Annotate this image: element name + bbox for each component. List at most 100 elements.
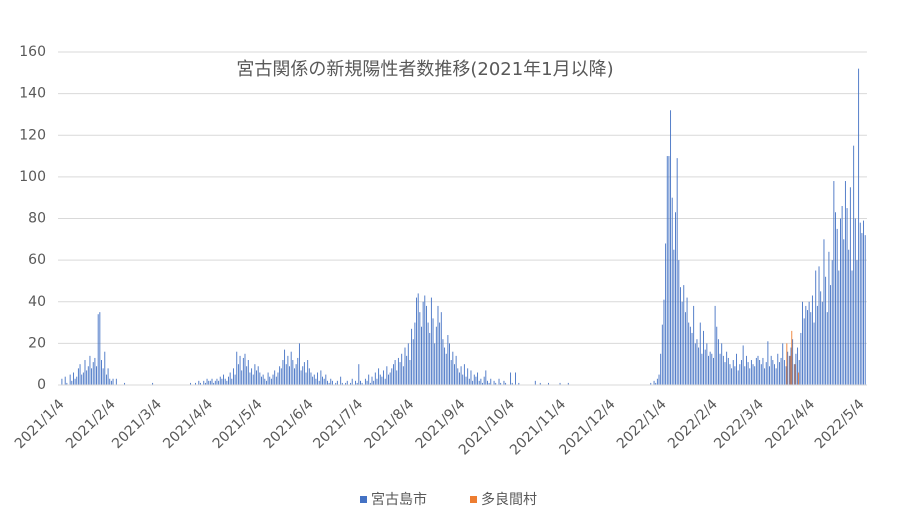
bar bbox=[392, 364, 394, 385]
bar bbox=[468, 378, 470, 385]
bar bbox=[82, 372, 84, 385]
x-tick-label: 2021/4/4 bbox=[160, 396, 216, 452]
bar bbox=[457, 368, 459, 385]
bar bbox=[282, 360, 284, 385]
bar bbox=[789, 355, 791, 385]
bar bbox=[864, 235, 866, 385]
bar bbox=[91, 368, 93, 385]
bar bbox=[239, 355, 241, 385]
bar bbox=[835, 212, 836, 385]
bar bbox=[327, 380, 328, 385]
bar bbox=[417, 293, 419, 385]
bar bbox=[846, 208, 848, 385]
bar bbox=[666, 156, 668, 385]
x-tick-label: 2022/5/4 bbox=[812, 396, 868, 452]
bar bbox=[650, 382, 652, 385]
bar bbox=[681, 301, 683, 385]
bar bbox=[808, 301, 810, 385]
bar bbox=[211, 378, 213, 385]
bar bbox=[261, 376, 262, 385]
y-tick-label: 40 bbox=[28, 294, 46, 310]
bar bbox=[518, 382, 520, 385]
bar bbox=[843, 239, 845, 385]
bar bbox=[350, 382, 352, 385]
bar bbox=[750, 360, 752, 385]
bar bbox=[854, 218, 856, 385]
x-tick-label: 2022/1/4 bbox=[614, 396, 670, 452]
bar bbox=[287, 355, 289, 385]
bar bbox=[401, 353, 403, 385]
bar bbox=[775, 368, 777, 385]
bar bbox=[312, 376, 314, 385]
bar bbox=[698, 347, 700, 385]
bar bbox=[785, 366, 787, 385]
bar bbox=[689, 326, 691, 385]
bar bbox=[686, 297, 688, 385]
x-tick-label: 2021/5/4 bbox=[210, 396, 266, 452]
bar bbox=[749, 368, 751, 385]
bar bbox=[511, 382, 513, 385]
bar bbox=[294, 368, 295, 385]
bar bbox=[450, 360, 452, 385]
bar bbox=[368, 374, 370, 385]
bar bbox=[355, 380, 356, 385]
bar bbox=[223, 374, 225, 385]
bar bbox=[454, 364, 455, 385]
bar bbox=[102, 368, 104, 385]
bar bbox=[510, 372, 512, 385]
bar bbox=[693, 305, 695, 385]
bar bbox=[341, 382, 343, 385]
bar bbox=[477, 372, 479, 385]
bar bbox=[772, 360, 774, 385]
bar bbox=[61, 378, 63, 385]
bar bbox=[257, 366, 259, 385]
bar bbox=[262, 374, 264, 385]
bar bbox=[851, 270, 853, 385]
bar bbox=[389, 372, 391, 385]
bar bbox=[295, 364, 297, 385]
bar bbox=[322, 376, 323, 385]
bar bbox=[670, 110, 672, 386]
bar bbox=[364, 378, 366, 385]
bar bbox=[252, 374, 254, 385]
bar bbox=[71, 380, 73, 385]
x-tick-label: 2021/3/4 bbox=[109, 396, 165, 452]
bar bbox=[764, 368, 766, 385]
bar bbox=[473, 374, 475, 385]
bar bbox=[534, 380, 536, 385]
bar bbox=[759, 360, 761, 385]
bar bbox=[729, 364, 731, 385]
bar bbox=[190, 382, 192, 385]
bar bbox=[237, 364, 239, 385]
y-tick-label: 60 bbox=[28, 252, 46, 268]
bar bbox=[402, 366, 404, 385]
bar bbox=[315, 378, 317, 385]
bar bbox=[406, 355, 408, 385]
bar bbox=[305, 372, 307, 385]
bar bbox=[274, 370, 276, 385]
bar bbox=[739, 364, 741, 385]
bar bbox=[823, 239, 825, 385]
bar bbox=[797, 372, 799, 385]
bar bbox=[716, 326, 718, 385]
bar bbox=[366, 380, 368, 385]
bar bbox=[323, 378, 325, 385]
bar bbox=[79, 364, 81, 385]
bar bbox=[688, 322, 690, 385]
bar bbox=[361, 382, 363, 385]
bar bbox=[734, 366, 736, 385]
bar bbox=[66, 382, 68, 385]
bar bbox=[825, 276, 827, 385]
bar bbox=[709, 351, 711, 385]
bar bbox=[214, 380, 216, 385]
bar bbox=[744, 366, 746, 385]
bar bbox=[203, 380, 205, 385]
bar bbox=[270, 378, 272, 385]
bar bbox=[94, 357, 96, 385]
bar bbox=[373, 380, 375, 385]
bar bbox=[856, 260, 858, 385]
bar bbox=[463, 364, 465, 385]
bar bbox=[678, 260, 680, 385]
bar bbox=[694, 343, 696, 385]
bar bbox=[399, 362, 401, 385]
